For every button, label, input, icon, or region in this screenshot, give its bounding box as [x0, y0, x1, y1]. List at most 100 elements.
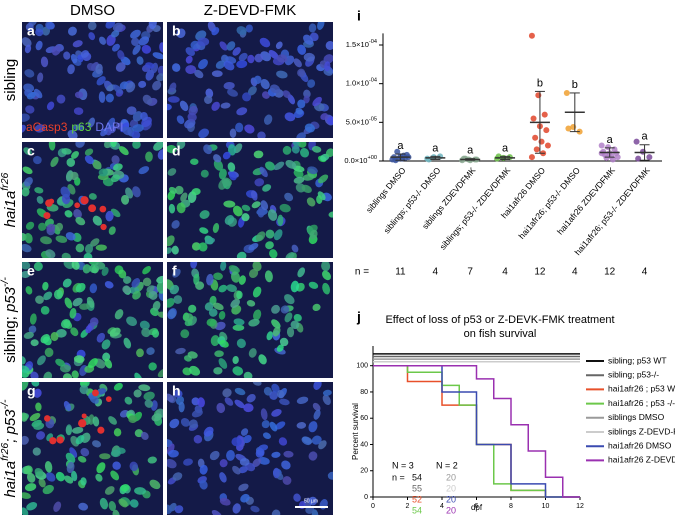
panel-letter: f [172, 263, 177, 279]
nucleus [224, 215, 235, 225]
nucleus [183, 313, 194, 322]
nucleus [308, 23, 317, 33]
nucleus [223, 60, 235, 71]
nucleus [22, 270, 31, 278]
nucleus [71, 426, 84, 434]
nucleus [65, 424, 73, 436]
nucleus [232, 324, 245, 331]
nucleus [327, 471, 333, 480]
nucleus [199, 227, 209, 234]
nucleus [138, 384, 151, 392]
nucleus [22, 365, 30, 374]
count-prefix: n = [392, 472, 405, 482]
nucleus [218, 358, 228, 369]
nucleus [110, 449, 121, 458]
nucleus [230, 298, 241, 308]
nucleus [232, 465, 241, 475]
nucleus [180, 192, 188, 202]
nucleus [190, 158, 199, 165]
nucleus [22, 124, 26, 133]
nucleus [110, 174, 120, 183]
nucleus [185, 65, 197, 75]
nucleus [139, 320, 150, 330]
nucleus [62, 373, 73, 378]
nucleus [241, 204, 251, 212]
nucleus [80, 477, 87, 486]
nucleus [291, 244, 299, 253]
nucleus [46, 223, 56, 232]
nucleus [35, 40, 43, 51]
nucleus [34, 187, 44, 194]
nucleus [106, 34, 116, 46]
count-value: 55 [412, 483, 422, 493]
nucleus [247, 54, 255, 64]
nucleus [63, 51, 71, 60]
nucleus [276, 54, 288, 63]
nucleus [37, 72, 44, 83]
nucleus [61, 252, 71, 258]
x-tick-label: siblings; p53-/- ZDEVDFMK [438, 165, 513, 252]
significance-letter: b [537, 77, 543, 89]
y-tick-label: 1.5×10-04 [346, 39, 377, 49]
survival-curve [373, 364, 580, 498]
data-point [614, 154, 621, 161]
nucleus [296, 396, 309, 404]
nucleus [191, 188, 201, 196]
nucleus [243, 403, 254, 413]
nucleus [317, 22, 325, 31]
nucleus [273, 161, 285, 171]
y-tick-label: 1.0×10-04 [346, 78, 377, 88]
nucleus [132, 111, 143, 122]
nucleus [151, 413, 162, 422]
nucleus [26, 472, 36, 483]
label-part: p53 [2, 286, 19, 313]
nucleus [228, 171, 237, 181]
nucleus [53, 289, 63, 300]
nucleus [227, 144, 237, 156]
nucleus [213, 272, 223, 280]
nucleus [226, 41, 236, 51]
x-tick-label: 12 [576, 503, 584, 510]
scale-bar-label: 50 µm [304, 498, 318, 504]
nucleus [278, 437, 288, 446]
nucleus [178, 401, 185, 413]
nucleus [42, 336, 52, 346]
nucleus [307, 79, 316, 88]
nucleus [180, 329, 190, 339]
nucleus [46, 22, 55, 30]
nucleus [72, 297, 83, 307]
nucleus [308, 496, 318, 506]
nucleus [124, 396, 133, 405]
nucleus [248, 318, 260, 327]
apoptotic-cell [80, 196, 89, 205]
nucleus [211, 70, 223, 78]
nucleus [73, 124, 85, 131]
panel-letter: d [172, 143, 181, 159]
nucleus [191, 397, 200, 406]
nucleus [75, 435, 85, 445]
nucleus [70, 53, 78, 64]
nucleus [98, 36, 107, 45]
nucleus [64, 297, 73, 309]
nucleus [211, 101, 220, 111]
nucleus [280, 305, 290, 314]
nucleus [203, 144, 213, 155]
nucleus [67, 64, 75, 75]
data-point [533, 146, 540, 153]
nucleus [36, 431, 46, 440]
nucleus [232, 205, 243, 217]
nucleus [80, 50, 90, 58]
x-axis-label: dpf [471, 503, 483, 512]
nucleus [265, 241, 274, 250]
nucleus [303, 34, 314, 45]
significance-letter: a [432, 142, 439, 154]
sample-size-label: n = [355, 267, 369, 278]
nucleus [199, 480, 208, 490]
nucleus [138, 166, 150, 175]
nucleus [224, 397, 234, 406]
panel-letter: h [172, 383, 181, 399]
nucleus [183, 458, 193, 466]
nucleus [44, 461, 53, 473]
nucleus [223, 81, 235, 90]
nucleus [236, 60, 248, 69]
